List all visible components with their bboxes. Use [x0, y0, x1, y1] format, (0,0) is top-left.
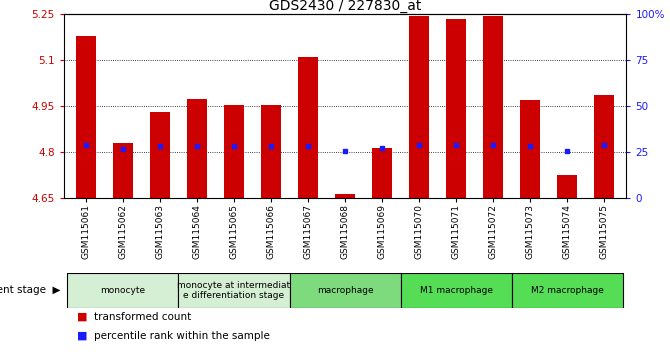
- Bar: [483, 16, 503, 198]
- Bar: [298, 57, 318, 198]
- Bar: [187, 98, 207, 198]
- Bar: [178, 273, 289, 308]
- Bar: [335, 194, 355, 198]
- Bar: [289, 273, 401, 308]
- Bar: [149, 112, 170, 198]
- Bar: [224, 105, 244, 198]
- Text: ■: ■: [77, 331, 88, 341]
- Text: M1 macrophage: M1 macrophage: [419, 286, 492, 295]
- Title: GDS2430 / 227830_at: GDS2430 / 227830_at: [269, 0, 421, 13]
- Text: ■: ■: [77, 312, 88, 321]
- Bar: [261, 105, 281, 198]
- Text: monocyte at intermediat
e differentiation stage: monocyte at intermediat e differentiatio…: [178, 281, 291, 300]
- Text: transformed count: transformed count: [94, 312, 191, 321]
- Text: macrophage: macrophage: [317, 286, 373, 295]
- Bar: [557, 175, 578, 198]
- Bar: [520, 100, 541, 198]
- Text: development stage  ▶: development stage ▶: [0, 285, 60, 295]
- Bar: [409, 16, 429, 198]
- Bar: [372, 148, 392, 198]
- Text: M2 macrophage: M2 macrophage: [531, 286, 604, 295]
- Bar: [113, 143, 133, 198]
- Bar: [76, 36, 96, 198]
- Bar: [446, 19, 466, 198]
- Bar: [512, 273, 622, 308]
- Text: percentile rank within the sample: percentile rank within the sample: [94, 331, 269, 341]
- Text: monocyte: monocyte: [100, 286, 145, 295]
- Bar: [68, 273, 178, 308]
- Bar: [401, 273, 512, 308]
- Bar: [594, 96, 614, 198]
